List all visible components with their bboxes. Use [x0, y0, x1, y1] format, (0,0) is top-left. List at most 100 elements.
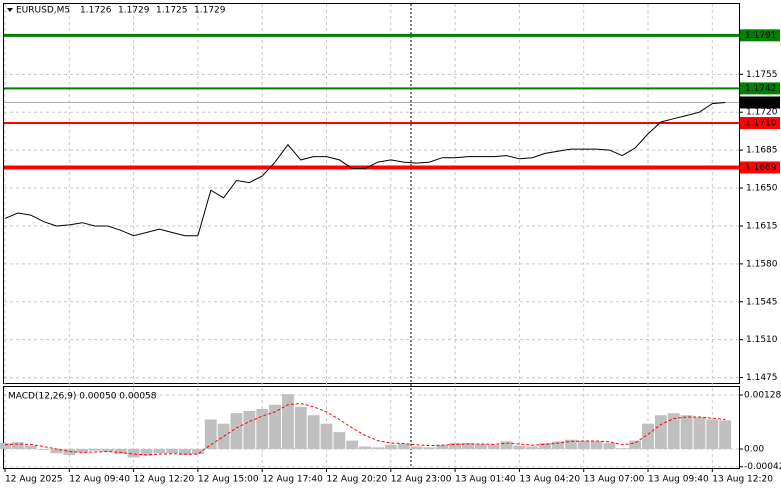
macd-bar — [564, 439, 577, 450]
y-tick-label: 1.1755 — [746, 70, 778, 80]
level-tag — [740, 161, 780, 174]
macd-bar — [680, 415, 693, 450]
y-tick-label: 1.1545 — [746, 297, 778, 307]
menu-arrow — [7, 8, 13, 12]
x-tick-label: 13 Aug 09:40 — [648, 475, 709, 485]
macd-bar — [397, 443, 410, 450]
x-tick-label: 12 Aug 17:40 — [262, 475, 323, 485]
macd-bar — [667, 413, 680, 450]
macd-bar — [166, 449, 179, 454]
macd-panel — [3, 386, 740, 469]
ohlc-value: 1.1725 — [156, 6, 188, 16]
price-tag — [740, 96, 780, 109]
macd-bar — [526, 446, 539, 450]
macd-bar — [552, 441, 564, 450]
y-tick-label: 1.1475 — [746, 373, 778, 383]
x-tick-label: 12 Aug 2025 — [5, 475, 63, 485]
x-tick-label: 13 Aug 04:20 — [519, 475, 580, 485]
macd-bar — [706, 419, 719, 450]
macd-bar — [294, 406, 307, 450]
macd-bar — [127, 449, 140, 458]
macd-bar — [603, 443, 616, 450]
macd-bar — [436, 444, 449, 450]
y-tick-label: 0.00 — [744, 445, 764, 455]
main-panel — [3, 3, 740, 384]
macd-bar — [513, 445, 526, 450]
macd-bar — [204, 419, 217, 450]
macd-bar — [333, 432, 346, 450]
macd-bar — [487, 444, 500, 450]
level-label: 1.1742 — [745, 84, 777, 94]
level-label: 1.1791 — [745, 31, 777, 41]
macd-bar — [191, 449, 204, 455]
macd-bar — [654, 415, 667, 450]
macd-bar — [11, 442, 24, 450]
macd-bar — [307, 415, 320, 450]
level-tag — [740, 29, 780, 42]
macd-bar — [140, 449, 153, 456]
macd-bar — [320, 423, 333, 450]
macd-bar — [372, 447, 384, 450]
macd-bar — [0, 443, 11, 450]
macd-bar — [410, 446, 423, 450]
x-tick-label: 12 Aug 23:00 — [391, 475, 452, 485]
macd-bar — [89, 449, 101, 451]
macd-bar — [500, 441, 513, 450]
y-tick-label: 1.1650 — [746, 184, 778, 194]
macd-bar — [243, 411, 256, 450]
ohlc-value: 1.1729 — [194, 6, 226, 16]
macd-bar — [24, 445, 37, 450]
macd-bar — [590, 441, 603, 450]
macd-bar — [539, 443, 552, 450]
price-line-series — [4, 102, 726, 237]
macd-bar — [153, 449, 166, 454]
macd-bar — [449, 443, 462, 450]
macd-bar — [629, 440, 642, 450]
macd-bar — [76, 449, 89, 453]
macd-bar — [462, 443, 474, 450]
ohlc-value: 1.1726 — [80, 6, 112, 16]
x-tick-label: 12 Aug 15:00 — [198, 475, 259, 485]
x-tick-label: 13 Aug 12:20 — [712, 475, 773, 485]
level-label: 1.1710 — [745, 119, 777, 129]
y-tick-label: 1.1580 — [746, 259, 778, 269]
indicator-title: MACD(12,26,9) 0.00050 0.00058 — [8, 392, 157, 402]
y-tick-label: 1.1510 — [746, 335, 778, 345]
macd-bar — [269, 404, 281, 450]
signal-line — [4, 402, 726, 456]
y-tick-label: 1.1615 — [746, 221, 778, 231]
macd-bar — [101, 449, 114, 452]
macd-bar — [114, 449, 127, 455]
macd-bar — [37, 449, 50, 450]
chart-title: EURUSD,M5 — [16, 6, 70, 16]
macd-bar — [230, 413, 243, 450]
x-tick-label: 12 Aug 09:40 — [69, 475, 130, 485]
macd-bar — [384, 444, 397, 450]
y-tick-label: 1.1685 — [746, 146, 778, 156]
macd-bar — [642, 423, 654, 450]
level-label: 1.1669 — [745, 163, 777, 173]
macd-bar — [346, 440, 359, 450]
macd-bar — [616, 448, 629, 450]
macd-bar — [359, 446, 372, 450]
level-tag — [740, 117, 780, 130]
y-tick-label: -0.00042 — [744, 462, 781, 472]
x-tick-label: 13 Aug 01:40 — [455, 475, 516, 485]
y-tick-label: 0.00128 — [744, 391, 781, 401]
macd-bar — [50, 449, 63, 454]
macd-bar — [719, 420, 732, 450]
ohlc-value: 1.1729 — [118, 6, 150, 16]
x-tick-label: 12 Aug 20:20 — [327, 475, 388, 485]
y-tick-label: 1.1720 — [746, 108, 778, 118]
macd-bar — [693, 417, 706, 450]
macd-bar — [423, 447, 436, 450]
macd-bar — [474, 443, 487, 450]
price-label: 1.1729 — [745, 98, 777, 108]
macd-bar — [577, 440, 590, 450]
level-tag — [740, 82, 780, 95]
macd-bar — [281, 394, 294, 450]
macd-bar — [256, 408, 269, 450]
x-tick-label: 12 Aug 12:20 — [134, 475, 195, 485]
x-tick-label: 13 Aug 07:00 — [584, 475, 645, 485]
